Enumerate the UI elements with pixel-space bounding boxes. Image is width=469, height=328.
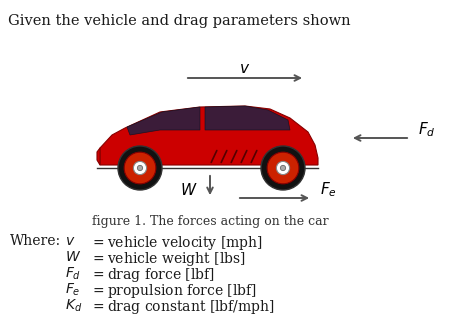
Polygon shape xyxy=(127,107,200,135)
Circle shape xyxy=(267,152,299,184)
Text: $F_e$: $F_e$ xyxy=(320,181,337,199)
Text: $= $vehicle velocity [mph]: $= $vehicle velocity [mph] xyxy=(90,234,263,252)
Text: $F_d$: $F_d$ xyxy=(65,266,81,282)
Text: $W$: $W$ xyxy=(181,182,198,198)
Polygon shape xyxy=(97,148,100,165)
Text: $= $drag constant [lbf/mph]: $= $drag constant [lbf/mph] xyxy=(90,298,275,316)
Text: $= $vehicle weight [lbs]: $= $vehicle weight [lbs] xyxy=(90,250,246,268)
Text: figure 1. The forces acting on the car: figure 1. The forces acting on the car xyxy=(91,215,328,228)
Text: $F_d$: $F_d$ xyxy=(418,121,436,139)
Polygon shape xyxy=(100,106,318,165)
Text: Given the vehicle and drag parameters shown: Given the vehicle and drag parameters sh… xyxy=(8,14,351,28)
Text: $K_d$: $K_d$ xyxy=(65,298,83,315)
Circle shape xyxy=(137,165,143,171)
Polygon shape xyxy=(205,106,290,130)
Circle shape xyxy=(118,146,162,190)
Circle shape xyxy=(280,165,286,171)
Text: $= $drag force [lbf]: $= $drag force [lbf] xyxy=(90,266,215,284)
Text: Where:: Where: xyxy=(10,234,61,248)
Text: $v$: $v$ xyxy=(65,234,76,248)
Text: $v$: $v$ xyxy=(239,62,250,76)
Text: $F_e$: $F_e$ xyxy=(65,282,81,298)
Text: $W$: $W$ xyxy=(65,250,81,264)
Circle shape xyxy=(261,146,305,190)
Circle shape xyxy=(124,152,156,184)
Circle shape xyxy=(133,161,147,174)
Text: $= $propulsion force [lbf]: $= $propulsion force [lbf] xyxy=(90,282,257,300)
Circle shape xyxy=(276,161,289,174)
